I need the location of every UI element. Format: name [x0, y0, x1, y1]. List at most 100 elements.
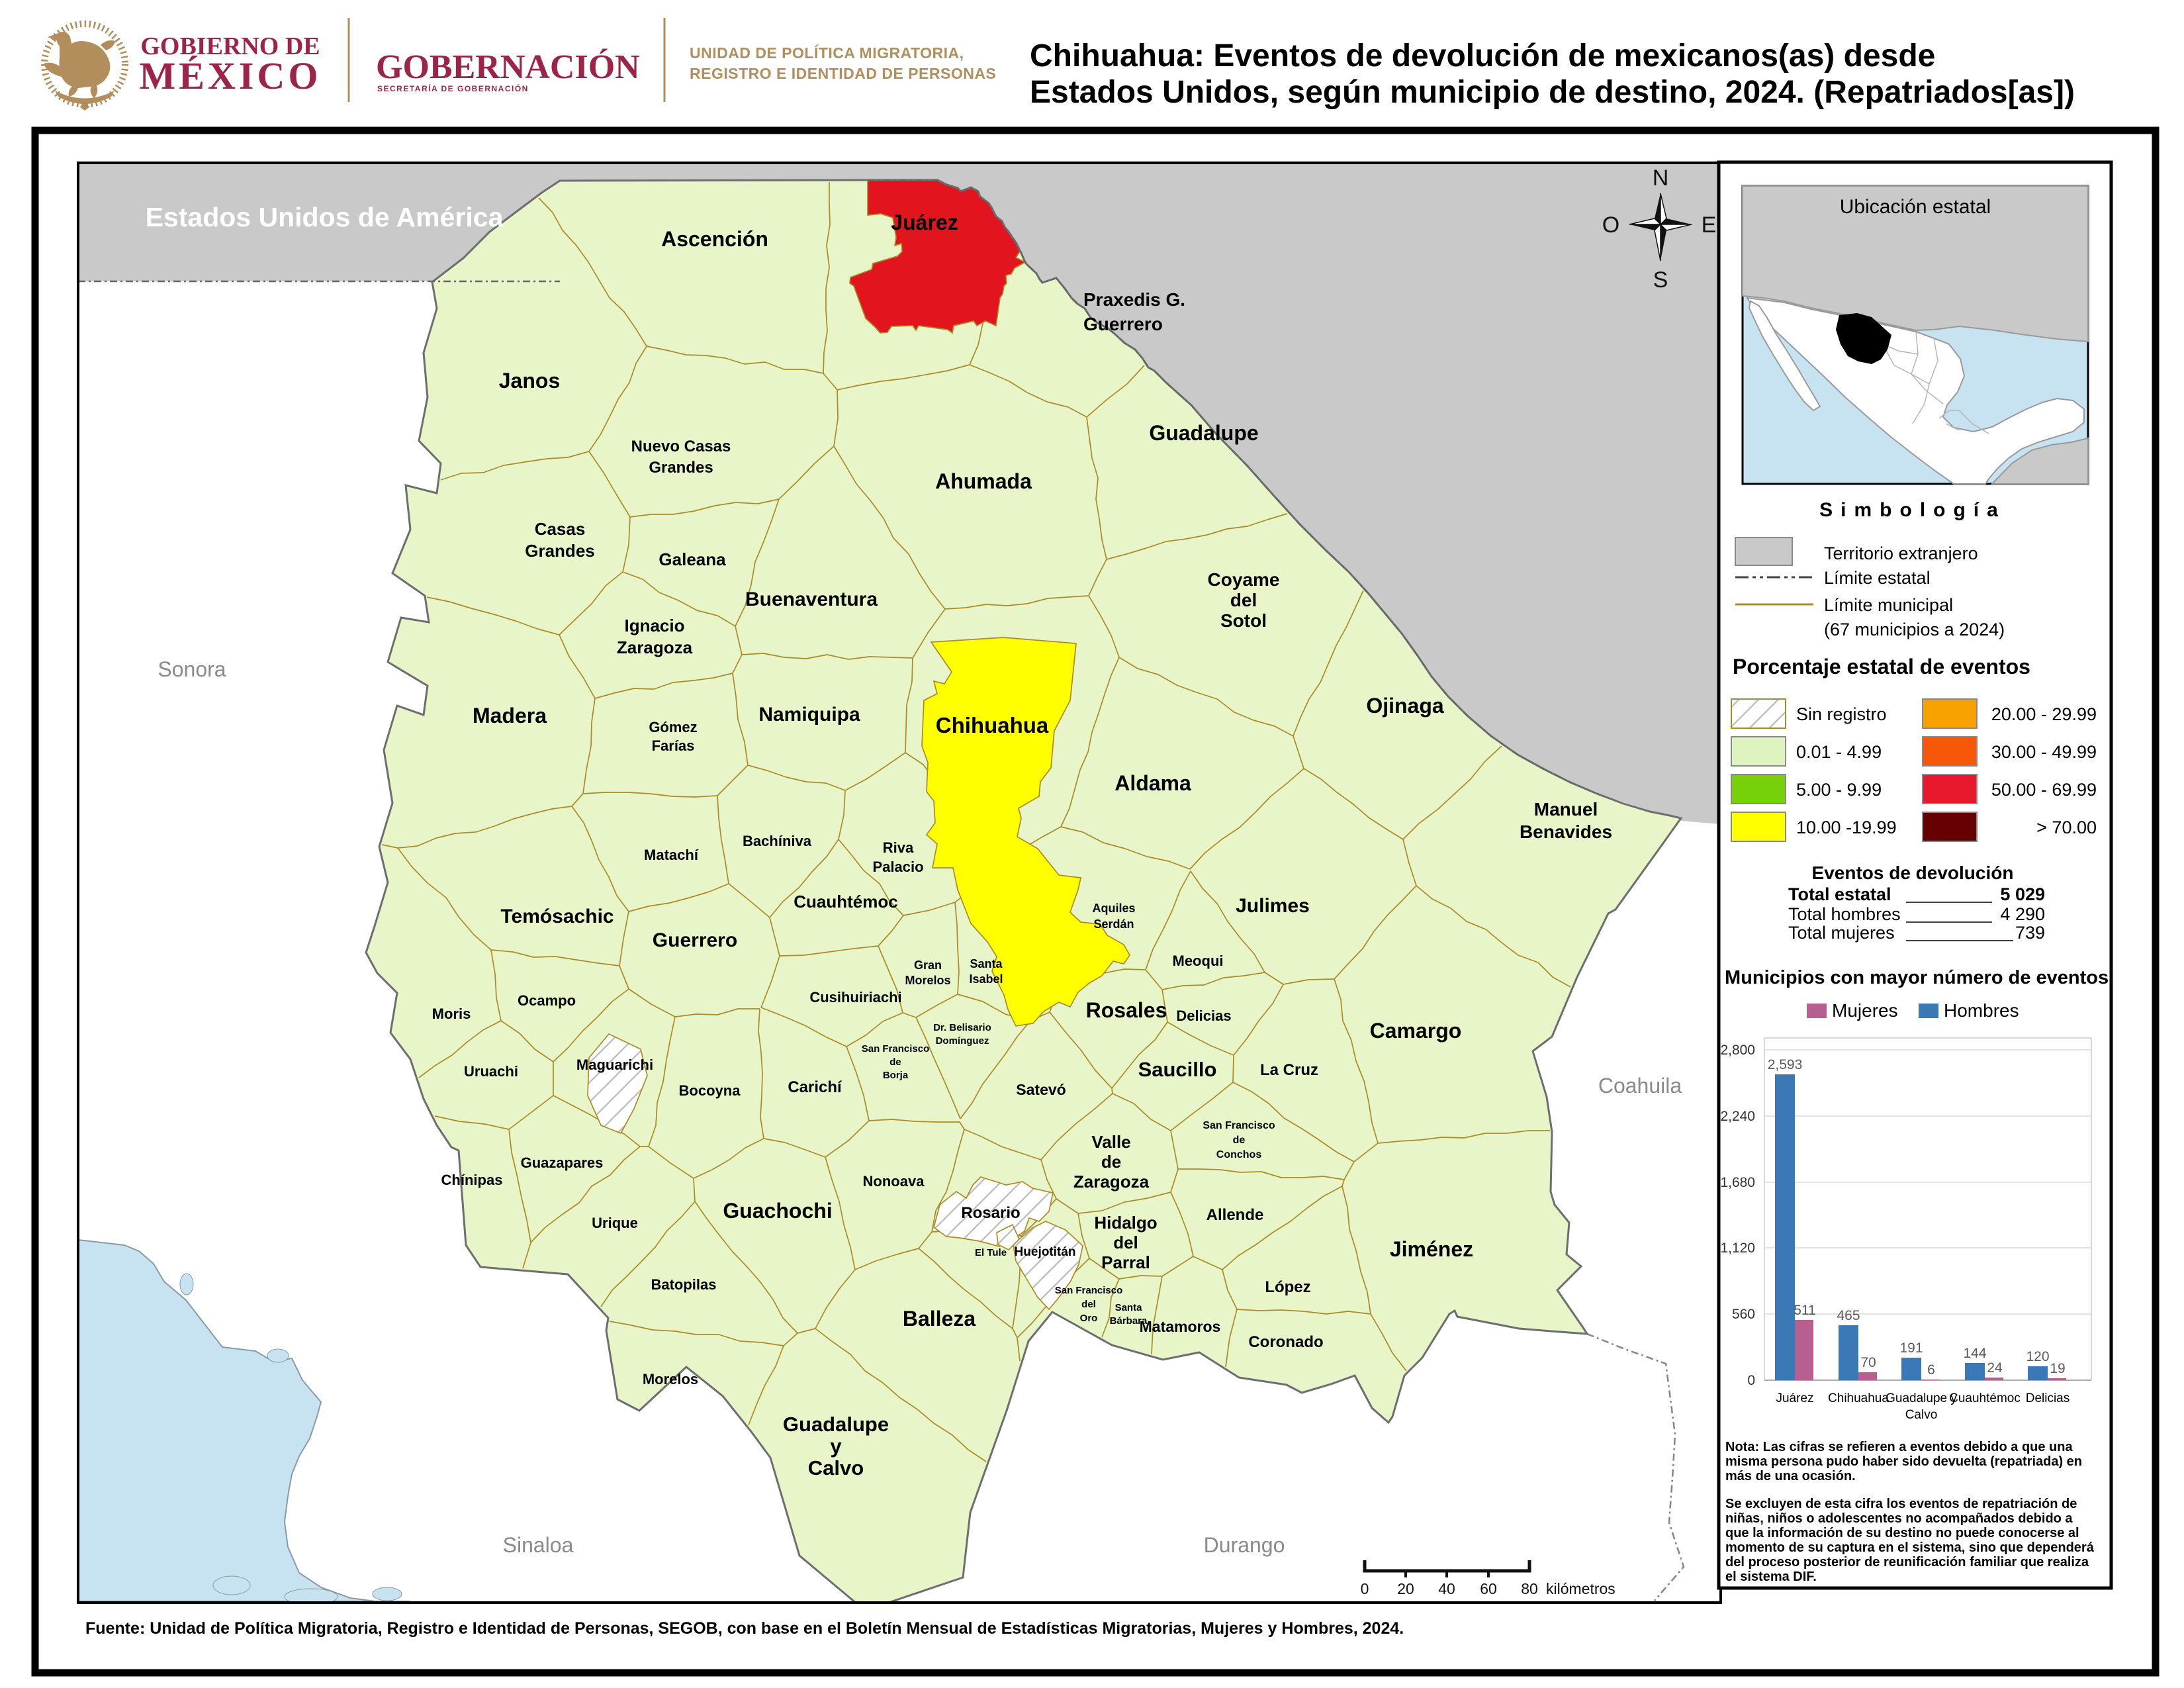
- svg-text:Rosales: Rosales: [1086, 998, 1167, 1022]
- svg-text:Delicias: Delicias: [2026, 1391, 2070, 1405]
- svg-text:Sotol: Sotol: [1220, 610, 1267, 631]
- svg-text:Riva: Riva: [883, 839, 914, 856]
- svg-text:San Francisco: San Francisco: [1055, 1285, 1123, 1296]
- svg-text:Namiquipa: Namiquipa: [758, 704, 860, 726]
- svg-text:Farías: Farías: [652, 737, 695, 754]
- svg-text:Buenaventura: Buenaventura: [745, 588, 878, 610]
- svg-text:Se excluyen de esta cifra los: Se excluyen de esta cifra los eventos de…: [1725, 1497, 2077, 1511]
- svg-text:Total mujeres: Total mujeres: [1788, 923, 1895, 943]
- svg-text:Borja: Borja: [883, 1070, 909, 1081]
- svg-text:Serdán: Serdán: [1093, 917, 1134, 931]
- svg-text:Sin registro: Sin registro: [1796, 704, 1887, 724]
- svg-text:de: de: [889, 1056, 901, 1068]
- svg-text:Simbología: Simbología: [1819, 499, 2006, 521]
- svg-text:30.00 - 49.99: 30.00 - 49.99: [1991, 742, 2097, 762]
- svg-text:Oro: Oro: [1080, 1313, 1098, 1324]
- svg-text:Morelos: Morelos: [643, 1371, 698, 1387]
- svg-text:del proceso posterior de reuni: del proceso posterior de reunificación f…: [1725, 1555, 2089, 1570]
- svg-text:Territorio extranjero: Territorio extranjero: [1824, 543, 1978, 563]
- svg-text:del: del: [1230, 590, 1257, 610]
- svg-text:Ubicación estatal: Ubicación estatal: [1840, 196, 1991, 218]
- svg-text:2,240: 2,240: [1720, 1109, 1755, 1124]
- svg-text:Chihuahua: Chihuahua: [1828, 1391, 1889, 1405]
- svg-text:Hombres: Hombres: [1944, 1000, 2019, 1021]
- svg-text:Balleza: Balleza: [903, 1307, 976, 1331]
- svg-text:Benavides: Benavides: [1520, 821, 1612, 842]
- svg-text:MÉXICO: MÉXICO: [140, 54, 322, 97]
- svg-text:Matachí: Matachí: [644, 847, 699, 863]
- svg-text:Límite municipal: Límite municipal: [1824, 595, 1953, 615]
- svg-text:Manuel: Manuel: [1534, 799, 1598, 820]
- svg-text:Zaragoza: Zaragoza: [1073, 1172, 1150, 1192]
- svg-text:Municipios con mayor número de: Municipios con mayor número de eventos: [1725, 967, 2109, 988]
- svg-text:Valle: Valle: [1091, 1132, 1130, 1152]
- svg-text:Batopilas: Batopilas: [651, 1276, 716, 1293]
- svg-text:el sistema DIF.: el sistema DIF.: [1725, 1570, 1817, 1584]
- svg-text:del: del: [1113, 1233, 1138, 1252]
- svg-text:6: 6: [1927, 1362, 1935, 1378]
- svg-text:Carichí: Carichí: [788, 1078, 842, 1096]
- svg-text:1,680: 1,680: [1720, 1175, 1755, 1190]
- svg-text:Guadalupe y: Guadalupe y: [1886, 1391, 1957, 1405]
- svg-text:Coyame: Coyame: [1208, 569, 1280, 590]
- svg-text:Matamoros: Matamoros: [1140, 1318, 1221, 1335]
- svg-text:Isabel: Isabel: [969, 972, 1003, 986]
- svg-text:191: 191: [1899, 1340, 1923, 1356]
- svg-text:Casas: Casas: [535, 519, 586, 539]
- svg-text:739: 739: [2015, 923, 2045, 943]
- svg-text:Porcentaje estatal de eventos: Porcentaje estatal de eventos: [1733, 655, 2030, 679]
- svg-text:O: O: [1602, 212, 1619, 238]
- svg-text:N: N: [1653, 165, 1669, 191]
- svg-text:Delicias: Delicias: [1176, 1008, 1231, 1024]
- svg-text:Jiménez: Jiménez: [1390, 1237, 1473, 1261]
- svg-text:Calvo: Calvo: [808, 1456, 864, 1479]
- svg-text:de: de: [1101, 1152, 1121, 1172]
- svg-text:que la información de su desti: que la información de su destino no pued…: [1725, 1526, 2079, 1540]
- svg-text:60: 60: [1480, 1580, 1497, 1597]
- svg-text:511: 511: [1794, 1303, 1815, 1318]
- svg-text:Ignacio: Ignacio: [624, 616, 684, 635]
- svg-text:Satevó: Satevó: [1016, 1081, 1066, 1098]
- svg-text:Chínipas: Chínipas: [441, 1172, 503, 1188]
- svg-text:Julimes: Julimes: [1236, 895, 1310, 917]
- svg-text:0: 0: [1747, 1373, 1755, 1388]
- svg-text:misma persona pudo haber sido: misma persona pudo haber sido devuelta (…: [1725, 1454, 2082, 1469]
- svg-text:San Francisco: San Francisco: [1203, 1120, 1275, 1131]
- svg-text:Moris: Moris: [432, 1006, 471, 1022]
- svg-text:19: 19: [2050, 1361, 2065, 1376]
- svg-text:120: 120: [2026, 1349, 2049, 1364]
- svg-text:Grandes: Grandes: [525, 541, 595, 561]
- svg-text:Ahumada: Ahumada: [935, 469, 1032, 493]
- svg-text:Cuauhtémoc: Cuauhtémoc: [1949, 1391, 2021, 1405]
- svg-text:REGISTRO E IDENTIDAD DE PERSON: REGISTRO E IDENTIDAD DE PERSONAS: [690, 65, 996, 82]
- svg-text:Mujeres: Mujeres: [1832, 1000, 1898, 1021]
- svg-text:Uruachi: Uruachi: [464, 1063, 518, 1080]
- svg-text:del: del: [1081, 1299, 1096, 1310]
- svg-text:Dr. Belisario: Dr. Belisario: [933, 1022, 991, 1033]
- svg-text:Rosario: Rosario: [961, 1204, 1020, 1222]
- svg-text:(67 municipios a 2024): (67 municipios a 2024): [1824, 620, 2005, 639]
- svg-text:Palacio: Palacio: [872, 859, 923, 875]
- svg-text:Guerrero: Guerrero: [1083, 314, 1163, 334]
- svg-text:Camargo: Camargo: [1370, 1019, 1462, 1043]
- svg-text:GOBIERNO DE: GOBIERNO DE: [140, 32, 320, 60]
- svg-text:20.00 - 29.99: 20.00 - 29.99: [1991, 704, 2097, 724]
- svg-text:1,120: 1,120: [1720, 1241, 1755, 1256]
- svg-text:Santa: Santa: [1115, 1302, 1143, 1313]
- svg-text:Aldama: Aldama: [1115, 771, 1191, 795]
- svg-text:Nonoava: Nonoava: [863, 1173, 925, 1190]
- svg-text:Nuevo Casas: Nuevo Casas: [631, 438, 731, 455]
- svg-text:Ocampo: Ocampo: [518, 992, 576, 1009]
- svg-text:Sonora: Sonora: [158, 657, 226, 681]
- svg-text:Sinaloa: Sinaloa: [503, 1533, 574, 1557]
- svg-text:Meoqui: Meoqui: [1173, 953, 1224, 969]
- svg-text:144: 144: [1963, 1346, 1986, 1361]
- svg-text:Huejotitán: Huejotitán: [1015, 1245, 1076, 1259]
- svg-text:Total estatal: Total estatal: [1788, 884, 1891, 904]
- svg-text:Coronado: Coronado: [1248, 1333, 1323, 1351]
- svg-text:Aquiles: Aquiles: [1092, 902, 1135, 915]
- svg-text:Bárbara: Bárbara: [1110, 1315, 1148, 1327]
- svg-text:Estados Unidos de América: Estados Unidos de América: [146, 202, 504, 232]
- svg-text:Límite estatal: Límite estatal: [1824, 568, 1931, 588]
- svg-text:Praxedis G.: Praxedis G.: [1083, 289, 1185, 310]
